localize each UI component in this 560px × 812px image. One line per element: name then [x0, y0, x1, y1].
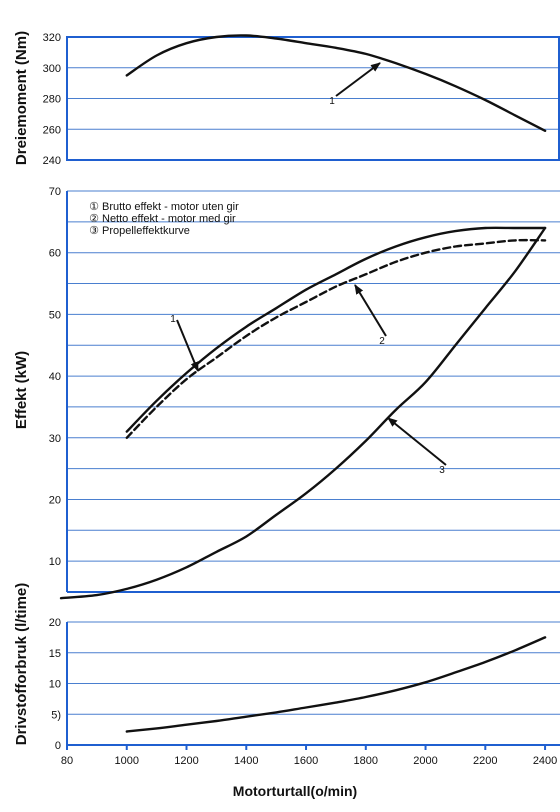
annotation-label: 1	[329, 96, 335, 107]
y-tick-label: 50	[49, 309, 61, 321]
y-tick-label: 280	[43, 94, 61, 106]
x-tick-label: 1000	[115, 755, 139, 767]
x-tick-label: 2400	[533, 755, 557, 767]
y-tick-label: 10	[49, 679, 61, 691]
y-axis-label: Drivstofforbruk (l/time)	[13, 583, 30, 746]
annotation-label: 1	[170, 314, 176, 325]
series-line-1	[125, 34, 547, 132]
chart-panel-1: 240 260 280 300 320 Dreiemoment (Nm) 1	[13, 31, 560, 167]
y-tick-label: 40	[49, 371, 61, 383]
y-tick-label: 5)	[51, 709, 61, 721]
series-line-2	[125, 238, 547, 439]
annotation-arrow	[335, 62, 381, 97]
x-tick-label: 1200	[174, 755, 198, 767]
annotation-arrow	[176, 319, 199, 372]
annotation-arrow	[354, 284, 387, 337]
annotation-label: 2	[379, 336, 385, 347]
plot-frame	[66, 36, 560, 161]
y-tick-label: 300	[43, 63, 61, 75]
x-tick-label: 2200	[473, 755, 497, 767]
y-tick-label: 20	[49, 494, 61, 506]
chart-panel-3: 0 5) 10 15 20 Drivstofforbruk (l/time)	[13, 583, 560, 752]
annotation-arrow	[387, 417, 447, 466]
y-tick-label: 320	[43, 32, 61, 44]
series-line-3	[59, 226, 547, 600]
x-tick-label: 1400	[234, 755, 258, 767]
y-tick-label: 15	[49, 648, 61, 660]
y-tick-label: 240	[43, 155, 61, 167]
y-tick-label: 260	[43, 124, 61, 136]
legend-marker: ③	[89, 225, 99, 237]
legend-entry: Brutto effekt - motor uten gir	[102, 201, 239, 213]
series-line-1	[125, 226, 547, 433]
legend-entry: Netto effekt - motor med gir	[102, 213, 236, 225]
y-tick-label: 10	[49, 556, 61, 568]
x-tick-label: 1600	[294, 755, 318, 767]
x-tick-label: 80	[61, 755, 73, 767]
y-axis-label: Dreiemoment (Nm)	[13, 31, 30, 165]
legend-marker: ①	[89, 201, 99, 213]
y-tick-label: 20	[49, 617, 61, 629]
y-tick-label: 0	[55, 740, 61, 752]
x-axis-label: Motorturtall(o/min)	[233, 783, 357, 799]
y-axis-label: Effekt (kW)	[13, 351, 30, 429]
chart-panel-2: 10 20 30 40 50 60 70 Effekt (kW) 1 2 3 ① Brutto effe…	[13, 186, 560, 600]
annotation-label: 3	[439, 465, 445, 476]
y-tick-label: 60	[49, 248, 61, 260]
y-tick-label: 70	[49, 186, 61, 198]
series-line-fuel	[125, 636, 547, 733]
legend-entry: Propelleffektkurve	[102, 225, 190, 237]
x-tick-label: 2000	[413, 755, 437, 767]
y-tick-label: 30	[49, 433, 61, 445]
x-tick-label: 1800	[354, 755, 378, 767]
legend-marker: ②	[89, 213, 99, 225]
